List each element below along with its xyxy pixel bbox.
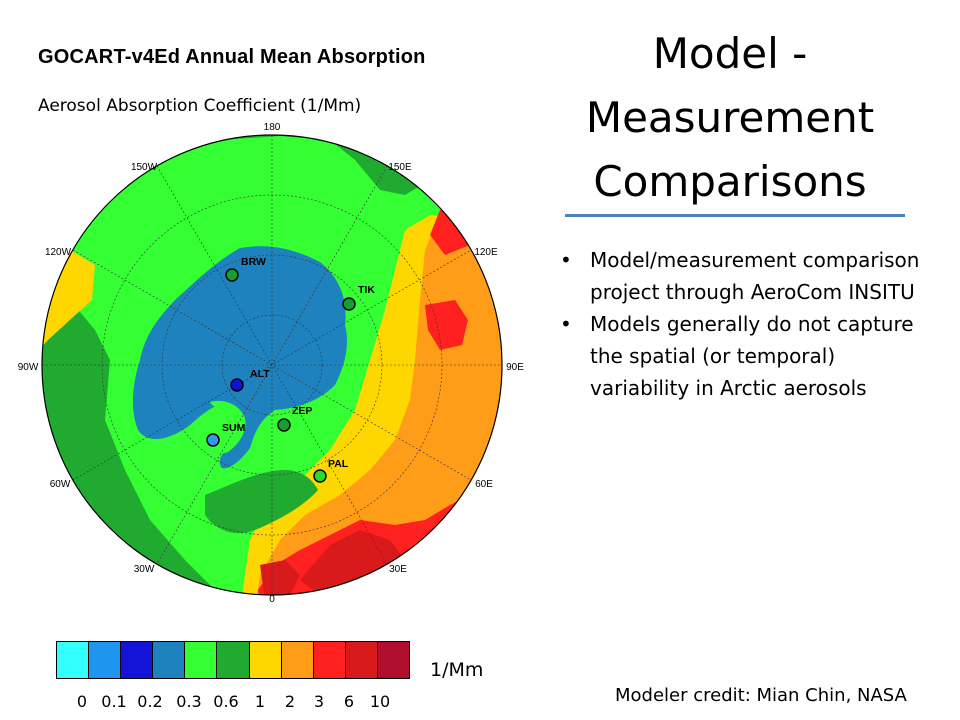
slide-title-line-2: Measurement [585, 93, 875, 142]
lon-label-90e: 90E [506, 362, 524, 373]
slide-title-line-3: Comparisons [593, 157, 867, 206]
lon-label-150w: 150W [131, 162, 158, 173]
legend-tick: 1 [254, 692, 266, 711]
legend-swatch [185, 642, 218, 678]
lon-label-30e: 30E [389, 564, 407, 575]
station-tik-marker[interactable] [342, 297, 356, 311]
legend-tick: 0 [76, 692, 88, 711]
legend-tick: 0.1 [101, 692, 127, 711]
legend-swatch [377, 642, 410, 678]
legend-swatch [281, 642, 314, 678]
station-brw[interactable]: BRW [225, 256, 266, 282]
bullet-item: Models generally do not capture the spat… [558, 308, 928, 404]
lon-label-120e: 120E [474, 247, 498, 258]
lon-label-60e: 60E [475, 479, 493, 490]
legend-tick: 10 [369, 692, 391, 711]
lon-label-180: 180 [264, 122, 281, 133]
color-legend [56, 641, 410, 679]
station-pal[interactable]: PAL [313, 458, 349, 483]
legend-swatch [217, 642, 250, 678]
title-underline [565, 214, 905, 217]
station-sum-label: SUM [222, 422, 246, 434]
legend-tick: 2 [284, 692, 296, 711]
legend-tick: 0.2 [137, 692, 163, 711]
lon-label-30w: 30W [134, 564, 155, 575]
lon-label-90w: 90W [18, 362, 39, 373]
station-brw-marker[interactable] [225, 268, 239, 282]
lon-label-150e: 150E [388, 162, 412, 173]
legend-tick: 0.3 [176, 692, 202, 711]
lon-label-120w: 120W [45, 247, 72, 258]
station-alt-marker[interactable] [230, 378, 244, 392]
legend-swatch [121, 642, 154, 678]
map-subtitle: Aerosol Absorption Coefficient (1/Mm) [38, 96, 362, 116]
legend-swatch [249, 642, 282, 678]
station-tik-label: TIK [358, 284, 375, 296]
legend-units: 1/Mm [430, 659, 484, 681]
field-red-east-2 [425, 300, 468, 350]
legend-swatch [345, 642, 378, 678]
station-pal-label: PAL [328, 458, 349, 470]
station-tik[interactable]: TIK [342, 284, 375, 311]
field-darkgreen-inner [205, 470, 318, 534]
station-alt-label: ALT [250, 368, 270, 380]
station-alt[interactable]: ALT [230, 368, 270, 392]
bullet-item: Model/measurement comparison project thr… [558, 244, 928, 308]
polar-map: 180 150E 120E 90E 60E 30E 0 30W 60W 90W … [18, 122, 525, 605]
bullet-list: Model/measurement comparison project thr… [558, 244, 928, 404]
legend-swatch [153, 642, 186, 678]
legend-swatch [313, 642, 346, 678]
field-blue-arctic [132, 246, 347, 469]
slide-title: Model - Measurement Comparisons [540, 22, 920, 214]
graticule [42, 135, 502, 595]
legend-tick: 6 [343, 692, 355, 711]
station-sum-marker[interactable] [206, 433, 220, 447]
station-zep-marker[interactable] [277, 418, 291, 432]
slide-title-line-1: Model - [652, 29, 808, 78]
map-border [41, 134, 503, 596]
station-pal-marker[interactable] [313, 469, 327, 483]
station-zep[interactable]: ZEP [277, 405, 312, 432]
lon-label-0: 0 [269, 594, 275, 605]
legend-ticks: 0 0.1 0.2 0.3 0.6 1 2 3 6 10 [0, 692, 420, 716]
map-title: GOCART-v4Ed Annual Mean Absorption [38, 46, 426, 68]
lon-label-60w: 60W [50, 479, 71, 490]
station-brw-label: BRW [241, 256, 266, 268]
station-sum[interactable]: SUM [206, 422, 246, 447]
modeler-credit: Modeler credit: Mian Chin, NASA [615, 685, 907, 706]
station-zep-label: ZEP [292, 405, 312, 417]
field-darkred-south-2 [260, 560, 300, 595]
legend-swatch [57, 642, 90, 678]
legend-tick: 3 [313, 692, 325, 711]
legend-tick: 0.6 [213, 692, 239, 711]
legend-swatch [89, 642, 122, 678]
